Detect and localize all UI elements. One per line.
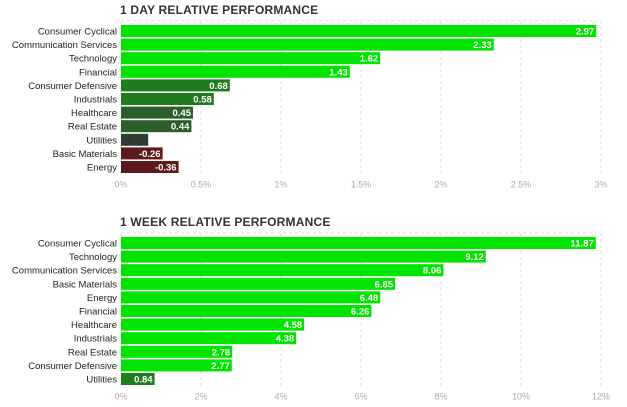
week-chart-title: 1 WEEK RELATIVE PERFORMANCE xyxy=(120,215,331,229)
day-bar-0[interactable] xyxy=(121,25,597,37)
day-x-tick-label-2: 1% xyxy=(274,180,287,190)
week-category-label-2: Communication Services xyxy=(12,266,117,277)
week-bar-4[interactable] xyxy=(121,291,381,304)
week-x-tick-label-6: 12% xyxy=(592,392,610,402)
week-bar-3[interactable] xyxy=(121,277,395,290)
day-value-label-5: 0.58 xyxy=(193,95,212,106)
day-bar-9[interactable] xyxy=(121,147,163,160)
day-category-label-8: Utilities xyxy=(86,135,117,146)
day-value-label-0: 2.97 xyxy=(576,27,595,38)
week-value-label-7: 4.38 xyxy=(276,334,295,345)
day-bar-5[interactable] xyxy=(121,93,214,105)
day-bar-7[interactable] xyxy=(121,120,192,133)
day-value-label-4: 0.68 xyxy=(209,81,228,92)
week-bar-1[interactable] xyxy=(121,250,486,263)
day-performance-panel: 1 DAY RELATIVE PERFORMANCE 0% 0.5% 1% 1.5% 2… xyxy=(0,3,627,193)
week-performance-chart: 0% 2% 4% 6% 8% 10% 12% Consumer Cyclical 11.87 Te… xyxy=(12,232,610,402)
week-value-label-2: 8.06 xyxy=(423,266,442,277)
week-x-tick-label-4: 8% xyxy=(434,392,447,402)
week-category-label-7: Industrials xyxy=(74,334,118,345)
week-category-label-3: Basic Materials xyxy=(53,279,118,290)
week-category-label-6: Healthcare xyxy=(71,320,117,331)
day-bar-1[interactable] xyxy=(121,38,494,51)
week-x-tick-label-2: 4% xyxy=(274,392,287,402)
day-x-tick-label-3: 1.5% xyxy=(351,180,372,190)
week-value-label-10: 0.84 xyxy=(134,375,153,386)
week-x-tick-label-5: 10% xyxy=(512,392,530,402)
day-bar-8[interactable] xyxy=(121,133,149,146)
week-category-label-0: Consumer Cyclical xyxy=(38,239,117,250)
day-bar-10[interactable] xyxy=(121,161,179,173)
week-bar-8[interactable] xyxy=(121,345,233,358)
day-bar-2[interactable] xyxy=(121,52,381,65)
week-category-label-10: Utilities xyxy=(86,375,117,386)
week-bar-5[interactable] xyxy=(121,305,372,317)
week-category-label-8: Real Estate xyxy=(68,347,117,358)
week-value-label-3: 6.85 xyxy=(375,279,394,290)
day-value-label-1: 2.33 xyxy=(473,40,492,51)
week-category-label-4: Energy xyxy=(87,293,117,304)
day-value-label-2: 1.62 xyxy=(360,54,379,65)
day-value-label-3: 1.43 xyxy=(329,67,348,78)
day-category-label-3: Financial xyxy=(79,67,117,78)
week-x-tick-label-0: 0% xyxy=(114,392,127,402)
week-category-label-9: Consumer Defensive xyxy=(28,361,117,372)
week-bar-10[interactable] xyxy=(121,373,155,385)
week-bar-6[interactable] xyxy=(121,318,305,331)
day-category-label-6: Healthcare xyxy=(71,108,117,119)
day-category-label-10: Energy xyxy=(87,163,117,174)
week-value-label-9: 2.77 xyxy=(211,361,230,372)
day-chart-title: 1 DAY RELATIVE PERFORMANCE xyxy=(120,3,319,17)
week-bar-7[interactable] xyxy=(121,332,297,345)
day-value-label-7: 0.44 xyxy=(171,122,190,133)
day-value-label-8: 0.17 xyxy=(128,135,147,146)
week-value-label-6: 4.58 xyxy=(284,320,303,331)
week-value-label-1: 9.12 xyxy=(465,252,484,263)
day-category-label-0: Consumer Cyclical xyxy=(38,27,117,38)
day-bar-6[interactable] xyxy=(121,106,193,119)
week-value-label-4: 6.48 xyxy=(360,293,379,304)
day-category-label-2: Technology xyxy=(69,54,117,65)
day-value-label-10: -0.36 xyxy=(155,163,177,174)
week-value-label-8: 2.78 xyxy=(212,347,231,358)
day-performance-chart: 0% 0.5% 1% 1.5% 2% 2.5% 3% Consumer Cyclical 2.9… xyxy=(12,20,608,190)
day-bar-3[interactable] xyxy=(121,65,350,78)
day-value-label-6: 0.45 xyxy=(173,108,192,119)
week-bar-9[interactable] xyxy=(121,359,232,372)
day-x-tick-label-5: 2.5% xyxy=(511,180,532,190)
day-value-label-9: -0.26 xyxy=(139,149,161,160)
week-bar-2[interactable] xyxy=(121,264,444,277)
week-x-tick-label-3: 6% xyxy=(354,392,367,402)
week-performance-panel: 1 WEEK RELATIVE PERFORMANCE 0% 2% 4% 6% 8% 10… xyxy=(0,215,627,405)
week-value-label-5: 6.26 xyxy=(351,307,370,318)
day-x-tick-label-1: 0.5% xyxy=(191,180,212,190)
week-category-label-5: Financial xyxy=(79,307,117,318)
day-category-label-5: Industrials xyxy=(74,95,118,106)
day-category-label-9: Basic Materials xyxy=(53,149,118,160)
day-category-label-1: Communication Services xyxy=(12,40,117,51)
day-x-tick-label-6: 3% xyxy=(594,180,607,190)
day-bar-4[interactable] xyxy=(121,79,230,92)
day-x-tick-label-0: 0% xyxy=(114,180,127,190)
week-x-tick-label-1: 2% xyxy=(194,392,207,402)
day-category-label-7: Real Estate xyxy=(68,122,117,133)
day-x-tick-label-4: 2% xyxy=(434,180,447,190)
day-category-label-4: Consumer Defensive xyxy=(28,81,117,92)
week-bar-0[interactable] xyxy=(121,237,596,249)
week-value-label-0: 11.87 xyxy=(571,239,594,250)
week-category-label-1: Technology xyxy=(69,252,117,263)
